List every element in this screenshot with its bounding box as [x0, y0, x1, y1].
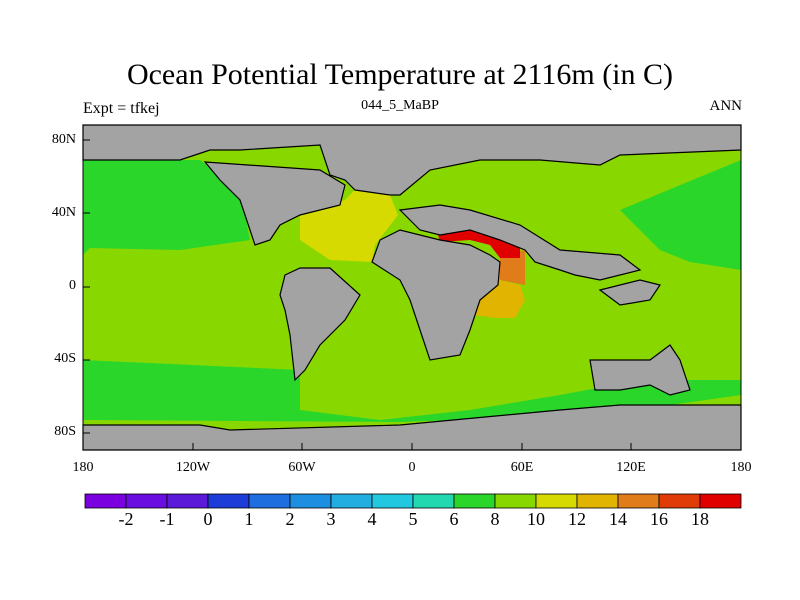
colorbar-swatch — [371, 493, 414, 509]
plot-title: Ocean Potential Temperature at 2116m (in… — [126, 58, 674, 91]
experiment-label: Expt = tfkej — [83, 100, 160, 117]
colorbar-label: 2 — [285, 509, 295, 529]
colorbar-label: 16 — [650, 509, 668, 529]
colorbar-label: 1 — [244, 509, 254, 529]
lon-label: 0 — [408, 460, 416, 475]
lat-label: 40S — [54, 351, 76, 366]
colorbar-swatch — [84, 493, 127, 509]
lat-label: 40N — [51, 205, 76, 220]
colorbar — [84, 493, 742, 509]
colorbar-label: -1 — [159, 509, 175, 529]
colorbar-swatch — [166, 493, 209, 509]
period-label: 044_5_MaBP — [361, 98, 439, 113]
colorbar-swatch — [248, 493, 291, 509]
lon-label: 180 — [72, 460, 94, 475]
colorbar-swatch — [289, 493, 332, 509]
colorbar-swatch — [494, 493, 537, 509]
north-america — [203, 161, 346, 246]
lon-label: 180 — [730, 460, 752, 475]
colorbar-label: 10 — [527, 509, 545, 529]
lon-label: 60W — [288, 460, 316, 475]
maritime-continent — [598, 279, 661, 306]
lat-label: 80S — [54, 424, 76, 439]
southern-ocean-green — [83, 360, 741, 422]
colorbar-label: 3 — [326, 509, 336, 529]
lat-label: 0 — [69, 278, 76, 293]
colorbar-label: 0 — [203, 509, 213, 529]
colorbar-swatch — [658, 493, 701, 509]
arctic-landmass — [82, 124, 742, 196]
axis-ticks — [83, 139, 632, 450]
colorbar-label: 18 — [691, 509, 709, 529]
eurasia — [398, 204, 642, 281]
colorbar-swatch — [617, 493, 660, 509]
colorbar-swatch — [576, 493, 619, 509]
colorbar-swatch — [699, 493, 742, 509]
colorbar-swatch — [125, 493, 168, 509]
colorbar-label: 5 — [408, 509, 418, 529]
colorbar-label: 12 — [568, 509, 586, 529]
lon-label: 120W — [175, 460, 211, 475]
south-america — [279, 267, 361, 382]
africa — [371, 229, 501, 361]
season-label: ANN — [709, 98, 743, 114]
lat-label: 80N — [51, 132, 76, 147]
colorbar-swatch — [412, 493, 455, 509]
colorbar-swatch — [330, 493, 373, 509]
colorbar-label: -2 — [118, 509, 134, 529]
land-masses — [82, 124, 742, 451]
australia — [589, 344, 691, 396]
colorbar-label: 14 — [609, 509, 627, 529]
tethys-hot — [438, 228, 520, 258]
north-pacific-green — [83, 160, 250, 255]
colorbar-swatch — [207, 493, 250, 509]
nw-pacific-green — [620, 160, 741, 270]
colorbar-label: 6 — [449, 509, 459, 529]
colorbar-label: 8 — [490, 509, 500, 529]
colorbar-swatch — [535, 493, 578, 509]
lon-label: 60E — [510, 460, 534, 475]
colorbar-swatch — [453, 493, 496, 509]
arabian-warm — [500, 250, 525, 285]
colorbar-label: 4 — [367, 509, 377, 529]
lon-label: 120E — [616, 460, 646, 475]
